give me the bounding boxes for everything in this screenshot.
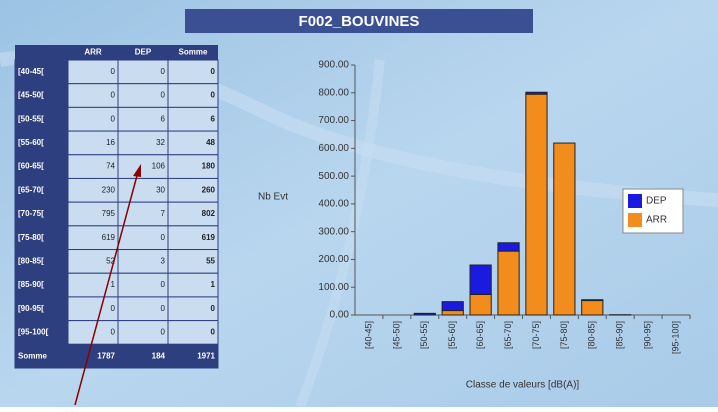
x-tick-label: [75-80] bbox=[559, 321, 569, 349]
cell-value: 6 bbox=[161, 114, 166, 123]
bar-segment bbox=[582, 300, 603, 301]
cell-value: 74 bbox=[106, 162, 115, 171]
x-tick-label: [45-50] bbox=[391, 321, 401, 349]
column-header: DEP bbox=[135, 48, 152, 57]
column-header: Somme bbox=[179, 48, 208, 57]
row-label: [75-80[ bbox=[18, 233, 44, 242]
cell-value: 0 bbox=[161, 304, 166, 313]
x-tick-label: [40-45] bbox=[363, 321, 373, 349]
cell-value: 0 bbox=[161, 233, 166, 242]
cell-value: 0 bbox=[211, 91, 216, 100]
x-axis-label: Classe de valeurs [dB(A)] bbox=[466, 380, 580, 391]
cell-value: 0 bbox=[161, 91, 166, 100]
cell-value: 6 bbox=[211, 114, 216, 123]
y-tick-label: 100.00 bbox=[318, 282, 349, 293]
y-tick-label: 0.00 bbox=[330, 310, 350, 321]
cell-value: 48 bbox=[206, 138, 215, 147]
bar-segment bbox=[498, 243, 519, 251]
cell-value: 106 bbox=[152, 162, 166, 171]
row-label: [95-100[ bbox=[18, 328, 49, 337]
x-tick-label: [95-100] bbox=[670, 321, 680, 354]
legend: DEP ARR bbox=[623, 189, 683, 233]
cell-value: 3 bbox=[161, 256, 166, 265]
bar-segment bbox=[442, 311, 463, 315]
row-label: [40-45[ bbox=[18, 67, 44, 76]
y-tick-label: 700.00 bbox=[318, 115, 349, 126]
legend-swatch bbox=[628, 194, 642, 208]
y-tick-label: 900.00 bbox=[318, 60, 349, 71]
bar-segment bbox=[526, 94, 547, 315]
bar-segment bbox=[526, 92, 547, 94]
legend-swatch bbox=[628, 213, 642, 227]
cell-value: 180 bbox=[202, 162, 216, 171]
cell-value: 0 bbox=[161, 280, 166, 289]
row-label: [55-60[ bbox=[18, 138, 44, 147]
x-tick-label: [90-95] bbox=[643, 321, 653, 349]
cell-value: 55 bbox=[206, 256, 215, 265]
row-label: [60-65[ bbox=[18, 162, 44, 171]
column-header: ARR bbox=[84, 48, 102, 57]
cell-value: 619 bbox=[102, 233, 116, 242]
row-label: Somme bbox=[18, 351, 47, 360]
x-tick-label: [60-65] bbox=[475, 321, 485, 349]
cell-value: 260 bbox=[202, 185, 216, 194]
y-axis-label: Nb Evt bbox=[258, 192, 288, 203]
cell-value: 619 bbox=[202, 233, 216, 242]
bar-segment bbox=[554, 143, 575, 315]
bar-segment bbox=[470, 294, 491, 315]
x-tick-label: [80-85] bbox=[587, 321, 597, 349]
cell-value: 1 bbox=[211, 280, 216, 289]
cell-value: 1 bbox=[111, 280, 116, 289]
y-tick-label: 400.00 bbox=[318, 199, 349, 210]
x-tick-label: [50-55] bbox=[419, 321, 429, 349]
y-tick-label: 200.00 bbox=[318, 254, 349, 265]
cell-value: 0 bbox=[211, 67, 216, 76]
table: ARR DEP Somme [40-45[ 0 0 0 [45-50[ 0 0 0 [50-55[ 0 6… bbox=[15, 45, 218, 368]
y-tick-label: 500.00 bbox=[318, 171, 349, 182]
bar-segment bbox=[582, 301, 603, 315]
cell-value: 0 bbox=[111, 114, 116, 123]
cell-value: 230 bbox=[102, 185, 116, 194]
cell-value: 1787 bbox=[97, 351, 115, 360]
cell-value: 184 bbox=[152, 351, 166, 360]
row-label: [65-70[ bbox=[18, 185, 44, 194]
bar-segment bbox=[414, 313, 435, 315]
x-tick-label: [65-70] bbox=[503, 321, 513, 349]
bar-segment bbox=[470, 265, 491, 294]
cell-value: 7 bbox=[161, 209, 166, 218]
x-tick-label: [55-60] bbox=[447, 321, 457, 349]
row-label: [45-50[ bbox=[18, 91, 44, 100]
cell-value: 802 bbox=[202, 209, 216, 218]
bar-segment bbox=[498, 251, 519, 315]
y-tick-label: 800.00 bbox=[318, 87, 349, 98]
cell-value: 795 bbox=[102, 209, 116, 218]
cell-value: 0 bbox=[111, 91, 116, 100]
cell-value: 0 bbox=[161, 328, 166, 337]
legend-label: ARR bbox=[646, 215, 667, 226]
cell-value: 0 bbox=[111, 328, 116, 337]
x-tick-label: [70-75] bbox=[531, 321, 541, 349]
cell-value: 32 bbox=[156, 138, 165, 147]
cell-value: 0 bbox=[111, 304, 116, 313]
cell-value: 16 bbox=[106, 138, 115, 147]
title: F002_BOUVINES bbox=[299, 13, 420, 30]
cell-value: 0 bbox=[161, 67, 166, 76]
row-label: [85-90[ bbox=[18, 280, 44, 289]
cell-value: 0 bbox=[211, 304, 216, 313]
cell-value: 30 bbox=[156, 185, 165, 194]
cell-value: 0 bbox=[211, 328, 216, 337]
x-tick-label: [85-90] bbox=[615, 321, 625, 349]
row-label: [70-75[ bbox=[18, 209, 44, 218]
row-label: [80-85[ bbox=[18, 256, 44, 265]
y-tick-label: 600.00 bbox=[318, 143, 349, 154]
cell-value: 1971 bbox=[197, 351, 215, 360]
legend-label: DEP bbox=[646, 196, 667, 207]
y-tick-label: 300.00 bbox=[318, 226, 349, 237]
row-label: [50-55[ bbox=[18, 114, 44, 123]
cell-value: 0 bbox=[111, 67, 116, 76]
bar-segment bbox=[442, 302, 463, 311]
row-label: [90-95[ bbox=[18, 304, 44, 313]
